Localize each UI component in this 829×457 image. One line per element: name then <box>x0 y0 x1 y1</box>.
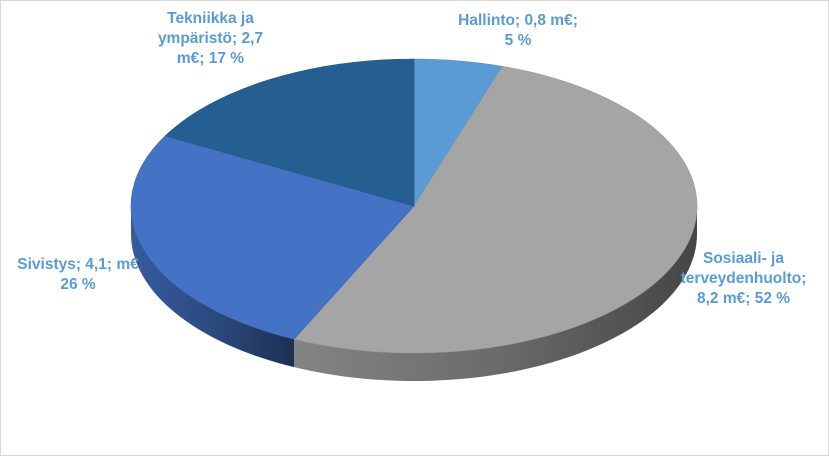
pie-slice-tekniikka[interactable] <box>164 58 415 207</box>
data-label-line: Hallinto; 0,8 m€; <box>458 12 578 29</box>
pie-side-sivistys <box>131 206 295 368</box>
data-label-line: 5 % <box>504 32 532 49</box>
data-label-sivistys: Sivistys; 4,1; m€ 26 % <box>3 255 153 295</box>
pie-slices <box>130 58 698 354</box>
pie-slice-sivistys[interactable] <box>130 135 415 340</box>
pie-slice-sosiaali-[interactable] <box>293 66 698 354</box>
data-label-line: m€; 17 % <box>176 50 245 67</box>
data-label-sosiaali: Sosiaali- ja terveydenhuolto; 8,2 m€; 52… <box>661 249 826 309</box>
data-label-line: Sosiaali- ja <box>703 250 784 267</box>
data-label-line: ympäristö; 2,7 <box>157 30 264 47</box>
data-label-line: Sivistys; 4,1; m€ <box>17 256 139 273</box>
pie-side-walls <box>131 206 697 381</box>
data-label-line: Tekniikka ja <box>167 10 254 27</box>
data-label-line: 26 % <box>60 276 96 293</box>
data-label-hallinto: Hallinto; 0,8 m€; 5 % <box>433 11 603 51</box>
data-label-tekniikka: Tekniikka ja ympäristö; 2,7 m€; 17 % <box>133 9 288 69</box>
pie-side-sosiaali- <box>294 206 697 381</box>
data-label-line: terveydenhuolto; <box>680 270 807 287</box>
data-label-line: 8,2 m€; 52 % <box>696 290 791 307</box>
